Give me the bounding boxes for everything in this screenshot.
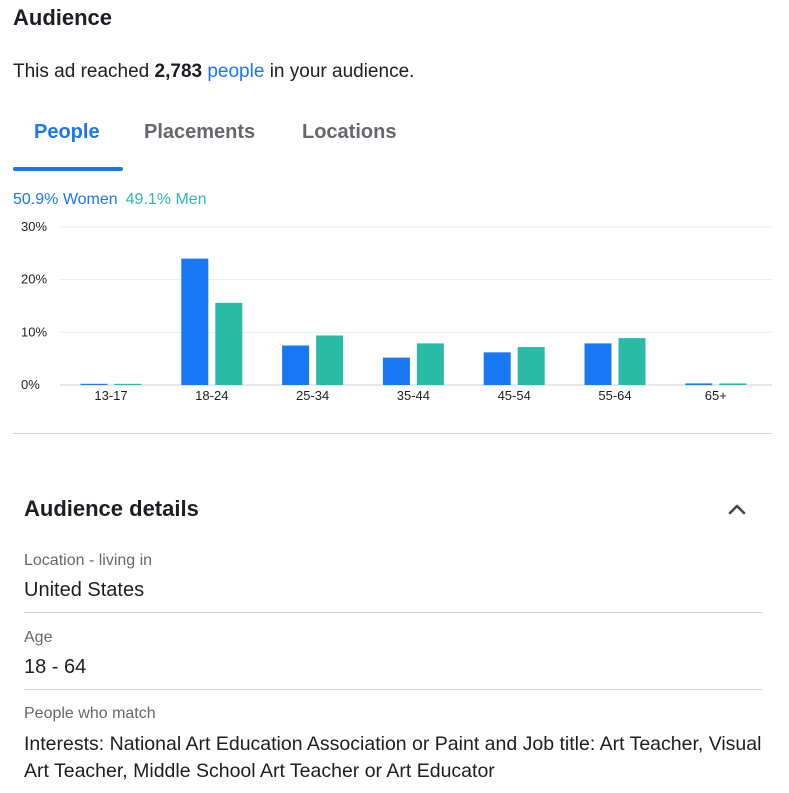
detail-value: 18 - 64	[24, 656, 87, 678]
tab-placements[interactable]: Placements	[144, 121, 256, 143]
bar-women	[80, 383, 108, 385]
reach-prefix: This ad reached	[13, 61, 155, 82]
x-tick-label: 35-44	[397, 388, 430, 403]
audience-tabs: People Placements Locations	[13, 110, 772, 172]
detail-value: Interests: National Art Education Associ…	[24, 733, 762, 782]
reach-summary: This ad reached 2,783 people in your aud…	[13, 59, 414, 85]
detail-location: Location - living in United States	[24, 550, 762, 604]
age-gender-bar-chart: 0% 10% 20% 30% 13-17 18-24 25-34 35-44 45-54 55-6…	[21, 219, 772, 403]
bar-men	[618, 338, 646, 385]
section-divider	[13, 433, 772, 434]
y-tick-label: 10%	[21, 324, 47, 339]
audience-details-title: Audience details	[24, 496, 199, 521]
bar-men	[114, 383, 142, 385]
tab-locations[interactable]: Locations	[302, 121, 397, 143]
x-tick-label: 65+	[705, 388, 727, 403]
y-tick-label: 20%	[21, 272, 47, 287]
bar-women	[584, 343, 612, 385]
bar-men	[517, 347, 545, 385]
detail-value: United States	[24, 579, 145, 601]
y-tick-label: 0%	[21, 377, 40, 392]
bar-men	[719, 383, 747, 385]
x-tick-label: 13-17	[94, 388, 127, 403]
detail-people-who-match: People who match Interests: National Art…	[24, 703, 762, 785]
bar-women	[282, 345, 310, 385]
bar-women	[181, 258, 209, 385]
women-percentage: 50.9% Women	[13, 191, 118, 208]
bar-women	[483, 352, 511, 385]
detail-age: Age 18 - 64	[24, 627, 762, 681]
bar-men	[215, 302, 243, 385]
detail-divider	[24, 612, 762, 613]
detail-label: Location - living in	[24, 552, 153, 569]
bar-men	[316, 335, 344, 385]
reach-count: 2,783	[154, 61, 203, 82]
people-link[interactable]: people	[207, 61, 265, 82]
x-tick-label: 18-24	[195, 388, 228, 403]
men-percentage: 49.1% Men	[125, 191, 207, 208]
gender-breakdown: 50.9% Women 49.1% Men	[13, 189, 207, 211]
detail-divider	[24, 689, 762, 690]
y-tick-label: 30%	[21, 219, 47, 234]
reach-suffix: in your audience.	[264, 61, 415, 82]
x-tick-label: 55-64	[598, 388, 631, 403]
tab-people[interactable]: People	[34, 121, 100, 143]
bar-men	[416, 343, 444, 385]
chevron-up-icon[interactable]	[724, 496, 750, 522]
active-tab-indicator	[13, 167, 123, 171]
page-title: Audience	[13, 5, 113, 30]
x-tick-label: 45-54	[498, 388, 531, 403]
bar-women	[382, 357, 410, 385]
bar-women	[685, 383, 713, 385]
detail-label: People who match	[24, 705, 156, 722]
detail-label: Age	[24, 629, 53, 646]
x-tick-label: 25-34	[296, 388, 329, 403]
